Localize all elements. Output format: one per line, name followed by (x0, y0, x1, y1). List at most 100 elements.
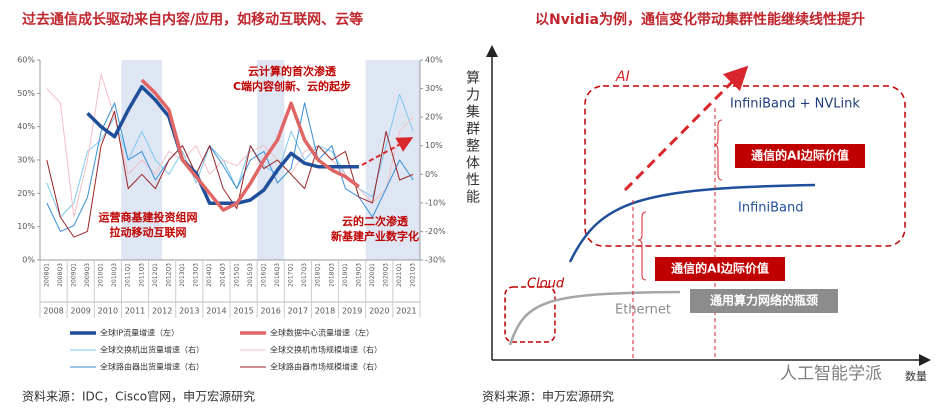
x-tick-label: 2020Q3 (383, 263, 390, 287)
y-tick-label: 30% (17, 156, 35, 165)
label-box (690, 289, 838, 313)
legend-label: 全球路由器出货量增速（右） (100, 362, 204, 372)
x-tick-label: 2018Q3 (328, 263, 335, 287)
year-label: 2020 (369, 307, 389, 316)
annotation: 拉动移动互联网 (110, 225, 187, 239)
legend-label: 全球交换机出货量增速（右） (100, 345, 204, 355)
x-tick-label: 2016Q1 (260, 263, 267, 287)
year-label: 2019 (342, 307, 362, 316)
diagram: 以Nvidia为例，通信变化带动集群性能继续线性提升 算力集群整体性能 数量 A… (464, 11, 931, 404)
x-tick-label: 2008Q1 (43, 263, 50, 287)
legend-label: 全球数据中心流量增速（左） (270, 328, 374, 338)
y-tick-label: 50% (17, 89, 35, 98)
y-tick-label: 40% (17, 122, 35, 131)
year-label: 2014 (206, 307, 226, 316)
x-tick-label: 2009Q1 (70, 263, 77, 287)
x-tick-label: 2019Q1 (342, 263, 349, 287)
annotation: 云的二次渗透 (342, 214, 409, 228)
ai-value-label: 通信的AI边际价值 (671, 261, 769, 276)
ethernet-curve (508, 290, 681, 346)
x-tick-label: 2017Q3 (301, 263, 308, 287)
x-tick-label: 2020Q1 (369, 263, 376, 287)
trend-arrow (361, 137, 414, 166)
bottleneck-label: 通用算力网络的瓶颈 (710, 293, 818, 308)
x-tick-label: 2010Q3 (111, 263, 118, 287)
annotation: C端内容创新、云的起步 (233, 79, 351, 93)
x-tick-label: 2021Q1 (396, 263, 403, 287)
year-label: 2013 (179, 307, 199, 316)
x-tick-label: 2017Q1 (288, 263, 295, 287)
x-tick-label: 2018Q1 (315, 263, 322, 287)
y2-tick-label: 10% (425, 141, 443, 150)
infiniband-curve (568, 183, 816, 263)
year-label: 2016 (261, 307, 281, 316)
year-label: 2021 (396, 307, 416, 316)
x-tick-label: 2012Q1 (152, 263, 159, 287)
x-tick-label: 2012Q3 (165, 263, 172, 287)
y2-tick-label: -30% (425, 256, 446, 265)
year-label: 2012 (152, 307, 172, 316)
chart-title: 过去通信成长驱动来自内容/应用，如移动互联网、云等 (22, 11, 363, 28)
x-tick-label: 2009Q3 (84, 263, 91, 287)
year-label: 2018 (315, 307, 335, 316)
source: 资料来源：IDC，Cisco官网，申万宏源研究 (22, 389, 255, 404)
plot: 0% 10% 20% 30% 40% 50% 60% -30% -20% -10% 0% 10% 20%… (17, 56, 446, 372)
year-label: 2017 (288, 307, 308, 316)
label-box (655, 257, 785, 281)
x-tick-label: 2014Q1 (206, 263, 213, 287)
y-tick-label: 0% (22, 256, 35, 265)
series-line (140, 78, 360, 212)
bracket (637, 211, 647, 281)
year-label: 2009 (71, 307, 91, 316)
cloud-label: Cloud (527, 277, 565, 292)
year-label: 2010 (98, 307, 118, 316)
watermark: 人工智能学派 (780, 364, 882, 384)
y2-tick-label: 20% (425, 113, 443, 122)
year-label: 2015 (233, 307, 253, 316)
x-tick-label: 2014Q3 (220, 263, 227, 287)
y2-tick-label: -10% (425, 198, 446, 207)
x-tick-label: 2016Q3 (274, 263, 281, 287)
y2-tick-label: 40% (425, 56, 443, 65)
x-tick-label: 2021Q3 (410, 263, 417, 287)
x-label: 数量 (905, 370, 927, 383)
x-tick-label: 2011Q3 (138, 263, 145, 287)
x-tick-label: 2013Q1 (179, 263, 186, 287)
y-tick-label: 20% (17, 189, 35, 198)
annotation: 新基建产业数字化 (331, 229, 419, 243)
ai-label: AI (615, 69, 630, 85)
legend-label: 全球交换机市场规模增速（右） (270, 345, 382, 355)
ib-nvlink-label: InfiniBand + NVLink (730, 97, 860, 112)
legend-label: 全球IP流量增速（左） (100, 328, 179, 338)
y2-tick-label: 30% (425, 84, 443, 93)
nvlink-line (623, 65, 749, 192)
series-line (46, 110, 414, 238)
ethernet-label: Ethernet (615, 303, 671, 318)
series-line (46, 102, 414, 232)
year-label: 2008 (43, 307, 63, 316)
cloud-box (504, 286, 556, 343)
y2-tick-label: -20% (425, 227, 446, 236)
annotation: 运营商基建投资组网 (99, 210, 198, 224)
label-box (735, 144, 865, 168)
series-line (86, 84, 359, 206)
x-tick-label: 2013Q3 (193, 263, 200, 287)
x-tick-label: 2015Q1 (233, 263, 240, 287)
legend-label: 全球路由器市场规模增速（右） (270, 362, 382, 372)
x-tick-label: 2008Q3 (57, 263, 64, 287)
annotation: 云计算的首次渗透 (248, 64, 337, 78)
ai-value-label: 通信的AI边际价值 (751, 148, 849, 163)
diagram-title: 以Nvidia为例，通信变化带动集群性能继续线性提升 (535, 11, 865, 28)
x-tick-label: 2019Q3 (355, 263, 362, 287)
shaded-period (257, 60, 285, 260)
y-tick-label: 60% (17, 56, 35, 65)
y-label: 算力集群整体性能 (464, 70, 480, 206)
left-chart: 过去通信成长驱动来自内容/应用，如移动互联网、云等 资料来源：IDC，Cisco… (22, 11, 363, 404)
y2-tick-label: 0% (425, 170, 438, 179)
x-tick-label: 2011Q1 (125, 263, 132, 287)
x-tick-label: 2010Q1 (98, 263, 105, 287)
source: 资料来源：申万宏源研究 (482, 389, 614, 404)
year-label: 2011 (125, 307, 145, 316)
